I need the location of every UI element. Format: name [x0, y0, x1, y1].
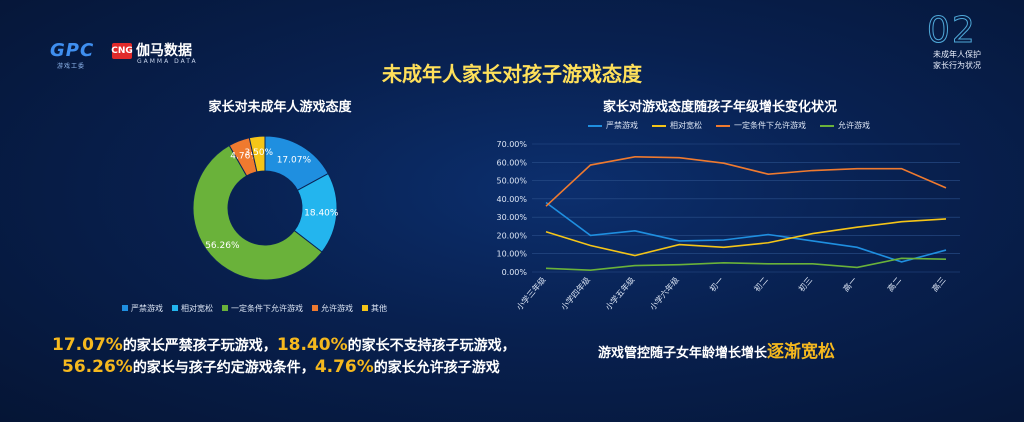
series-line-1 — [545, 218, 947, 257]
legend-line-swatch — [588, 124, 602, 127]
line-legend-item-3: 允许游戏 — [820, 120, 870, 131]
legend-label: 其他 — [371, 304, 387, 313]
y-tick-label: 30.00% — [496, 213, 527, 222]
x-tick-label: 初一 — [707, 275, 725, 294]
legend-line-swatch — [716, 124, 730, 127]
donut-legend-item-0: 严禁游戏 — [122, 303, 163, 314]
legend-line-swatch — [652, 124, 666, 127]
line-legend-item-1: 相对宽松 — [652, 120, 702, 131]
summary-percent-2: 18.40% — [276, 335, 348, 355]
donut-value-label-1: 18.40% — [304, 209, 339, 219]
summary-percent-4: 4.76% — [314, 357, 374, 377]
legend-label: 严禁游戏 — [606, 121, 638, 130]
trend-emphasis: 逐渐宽松 — [767, 342, 836, 362]
donut-chart-title: 家长对未成年人游戏态度 — [208, 100, 352, 115]
summary-line-1: 17.07%的家长严禁孩子玩游戏，18.40%的家长不支持孩子玩游戏， — [52, 335, 516, 355]
summary-text-4: 的家长允许孩子游戏 — [373, 360, 500, 376]
summary-text-2: 的家长不支持孩子玩游戏， — [347, 338, 516, 354]
cng-logo: CNG — [111, 43, 133, 59]
legend-label: 相对宽松 — [181, 304, 213, 313]
legend-line-swatch — [820, 124, 834, 127]
line-chart: 0.00% 10.00% 20.00% 30.00% 40.00% 50.00% 60.00… — [496, 140, 960, 312]
x-tick-label: 高三 — [930, 275, 948, 294]
x-tick-label: 小学六年级 — [647, 275, 680, 312]
summary-percent-3: 56.26% — [62, 357, 133, 377]
donut-value-label-2: 56.26% — [205, 241, 240, 251]
legend-label: 一定条件下允许游戏 — [231, 304, 303, 313]
legend-swatch — [172, 305, 178, 311]
donut-slice-2 — [192, 144, 323, 281]
trend-prefix: 游戏管控随子女年龄增长增长 — [598, 346, 768, 361]
line-legend-item-0: 严禁游戏 — [588, 120, 638, 131]
x-tick-label: 高二 — [885, 275, 903, 294]
summary-percent-1: 17.07% — [52, 335, 123, 355]
page-title: 未成年人家长对孩子游戏态度 — [382, 62, 642, 86]
x-tick-label: 初三 — [796, 275, 814, 294]
donut-slice-4 — [248, 135, 266, 173]
legend-swatch — [222, 305, 228, 311]
x-tick-label: 小学四年级 — [559, 275, 592, 312]
x-tick-label: 小学三年级 — [514, 275, 547, 312]
summary-line-2: 56.26%的家长与孩子约定游戏条件，4.76%的家长允许孩子游戏 — [62, 357, 500, 377]
legend-swatch — [362, 305, 368, 311]
section-tag-line2: 家长行为状况 — [933, 61, 981, 70]
gamma-data-logo: 伽马数据 — [136, 43, 192, 59]
legend-label: 允许游戏 — [838, 121, 870, 130]
legend-label: 严禁游戏 — [131, 304, 163, 313]
y-tick-label: 70.00% — [496, 140, 527, 149]
series-line-0 — [545, 201, 947, 263]
legend-label: 允许游戏 — [321, 304, 353, 313]
legend-swatch — [122, 305, 128, 311]
series-line-2 — [545, 155, 947, 207]
series-line-3 — [545, 257, 947, 271]
legend-label: 一定条件下允许游戏 — [734, 121, 806, 130]
donut-value-label-0: 17.07% — [277, 155, 312, 165]
donut-legend: 严禁游戏 相对宽松 一定条件下允许游戏 允许游戏 其他 — [122, 303, 387, 314]
line-legend: 严禁游戏 相对宽松 一定条件下允许游戏 允许游戏 — [588, 120, 870, 131]
x-tick-label: 初二 — [752, 275, 770, 294]
section-tag-line1: 未成年人保护 — [933, 50, 981, 59]
legend-swatch — [312, 305, 318, 311]
donut-legend-item-4: 其他 — [362, 303, 387, 314]
gamma-data-logo-subtext: GAMMA DATA — [137, 58, 198, 65]
y-tick-label: 50.00% — [496, 177, 527, 186]
summary-text-3: 的家长与孩子约定游戏条件， — [132, 360, 315, 376]
donut-chart: 17.07% 18.40% 56.26% 4.76%3.50% — [192, 135, 339, 281]
x-tick-label: 小学五年级 — [603, 275, 636, 312]
y-tick-label: 20.00% — [496, 231, 527, 240]
y-tick-label: 40.00% — [496, 195, 527, 204]
line-legend-item-2: 一定条件下允许游戏 — [716, 120, 806, 131]
donut-legend-item-1: 相对宽松 — [172, 303, 213, 314]
trend-conclusion: 游戏管控随子女年龄增长增长逐渐宽松 — [598, 337, 835, 362]
donut-value-label-4: 3.50% — [245, 148, 274, 158]
y-tick-label: 10.00% — [496, 250, 527, 259]
donut-value-label-3: 4.76% — [230, 151, 259, 161]
gpc-logo: GPC — [50, 40, 95, 61]
y-tick-label: 60.00% — [496, 158, 527, 167]
donut-legend-item-2: 一定条件下允许游戏 — [222, 303, 303, 314]
y-tick-label: 0.00% — [502, 268, 528, 277]
line-chart-title: 家长对游戏态度随孩子年级增长变化状况 — [602, 100, 837, 115]
x-tick-label: 高一 — [841, 275, 859, 294]
legend-label: 相对宽松 — [670, 121, 702, 130]
gpc-logo-subtext: 游戏工委 — [57, 63, 86, 70]
summary-text-1: 的家长严禁孩子玩游戏， — [122, 338, 277, 354]
section-number: 02 — [927, 10, 977, 52]
donut-legend-item-3: 允许游戏 — [312, 303, 353, 314]
